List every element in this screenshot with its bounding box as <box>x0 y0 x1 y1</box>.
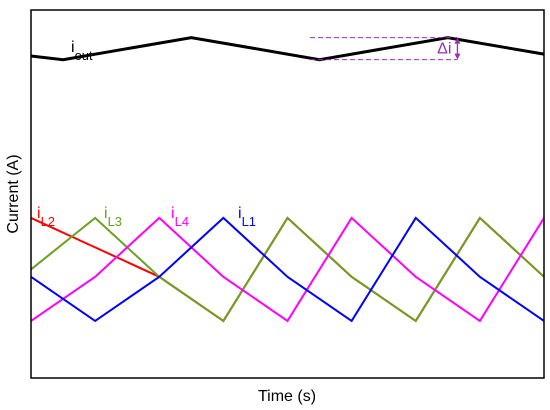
ripple-label: Δi <box>437 41 451 58</box>
series-line-iout <box>30 36 545 62</box>
x-axis-label: Time (s) <box>258 388 316 405</box>
series-labels: iout iL2 iL3 iL4 iL1 <box>37 39 256 229</box>
plot-lines <box>30 36 545 323</box>
plot-frame <box>30 9 545 379</box>
series-label-iL3: iL3 <box>104 205 122 229</box>
series-line-iL1 <box>30 216 545 323</box>
series-label-iL4: iL4 <box>171 205 189 229</box>
annotation-layer: Δi <box>309 37 461 61</box>
series-label-iL1: iL1 <box>238 205 256 229</box>
series-label-iout: iout <box>71 39 93 63</box>
y-axis-label: Current (A) <box>5 154 22 233</box>
ripple-arrow-down-head <box>454 53 461 60</box>
ripple-arrow-up-head <box>454 37 461 44</box>
series-line-iL4 <box>30 216 545 323</box>
series-line-iL3 <box>30 216 545 323</box>
series-label-iL2: iL2 <box>37 205 55 229</box>
